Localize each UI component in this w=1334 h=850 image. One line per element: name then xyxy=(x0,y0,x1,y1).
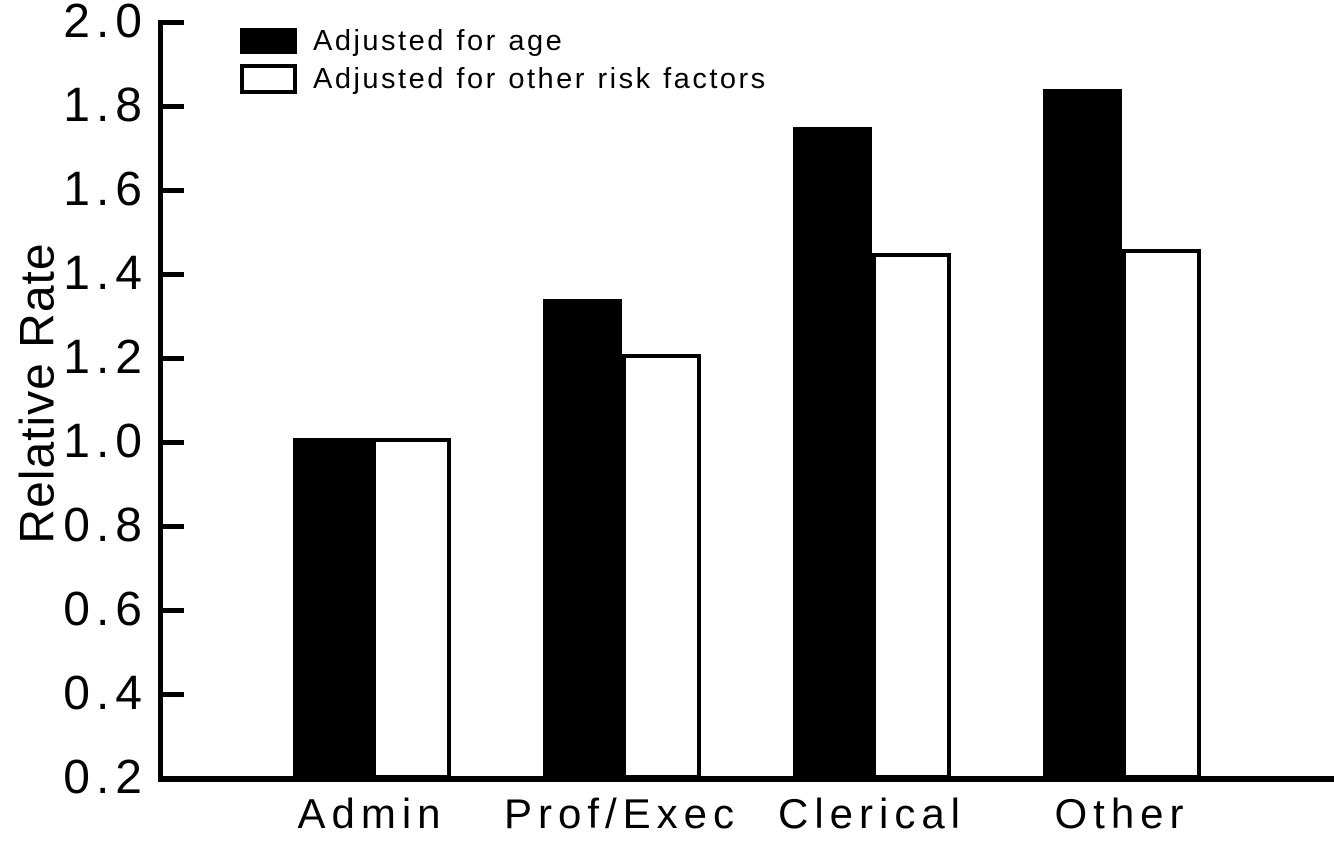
y-tick-label: 0.8 xyxy=(63,499,148,552)
category-label-prof-exec: Prof/Exec xyxy=(503,790,741,837)
y-tick-2.0 xyxy=(163,20,184,25)
filled-black-swatch-icon xyxy=(240,28,297,54)
category-label-other: Other xyxy=(1054,790,1190,837)
legend-item-adjusted-risk-factors: Adjusted for other risk factors xyxy=(240,60,768,98)
y-tick-label: 0.4 xyxy=(63,667,148,720)
y-tick-0.2 xyxy=(163,776,184,781)
bar-clerical-adjusted-risk-factors xyxy=(872,253,951,779)
y-tick-label: 1.8 xyxy=(63,79,148,132)
y-tick-1.4 xyxy=(163,272,184,277)
legend-label: Adjusted for age xyxy=(313,24,565,57)
y-tick-1.8 xyxy=(163,104,184,109)
bar-admin-adjusted-risk-factors xyxy=(372,438,451,779)
y-tick-0.6 xyxy=(163,608,184,613)
legend: Adjusted for age Adjusted for other risk… xyxy=(240,22,768,98)
y-tick-label: 0.6 xyxy=(63,583,148,636)
category-label-admin: Admin xyxy=(297,790,447,837)
bar-other-adjusted-risk-factors xyxy=(1122,249,1201,779)
bar-prof-exec-adjusted-risk-factors xyxy=(622,354,701,779)
y-tick-1.6 xyxy=(163,188,184,193)
y-tick-label: 1.4 xyxy=(63,247,148,300)
bar-other-adjusted-age xyxy=(1043,89,1122,779)
legend-item-adjusted-age: Adjusted for age xyxy=(240,22,768,60)
y-tick-0.8 xyxy=(163,524,184,529)
legend-swatch-box xyxy=(240,28,297,54)
y-tick-1.0 xyxy=(163,440,184,445)
y-tick-label: 1.6 xyxy=(63,163,148,216)
y-tick-1.2 xyxy=(163,356,184,361)
x-axis-line xyxy=(158,776,1334,782)
y-tick-label: 2.0 xyxy=(63,0,148,48)
legend-label: Adjusted for other risk factors xyxy=(313,62,768,95)
y-tick-label: 1.0 xyxy=(63,415,148,468)
y-axis-line xyxy=(158,20,163,782)
category-label-clerical: Clerical xyxy=(777,790,967,837)
bar-clerical-adjusted-age xyxy=(793,127,872,779)
outlined-white-swatch-icon xyxy=(240,64,297,94)
bar-prof-exec-adjusted-age xyxy=(543,299,622,779)
y-tick-label: 0.2 xyxy=(63,751,148,804)
legend-swatch-box xyxy=(240,64,297,94)
bar-admin-adjusted-age xyxy=(293,438,372,779)
y-tick-0.4 xyxy=(163,692,184,697)
y-tick-label: 1.2 xyxy=(63,331,148,384)
